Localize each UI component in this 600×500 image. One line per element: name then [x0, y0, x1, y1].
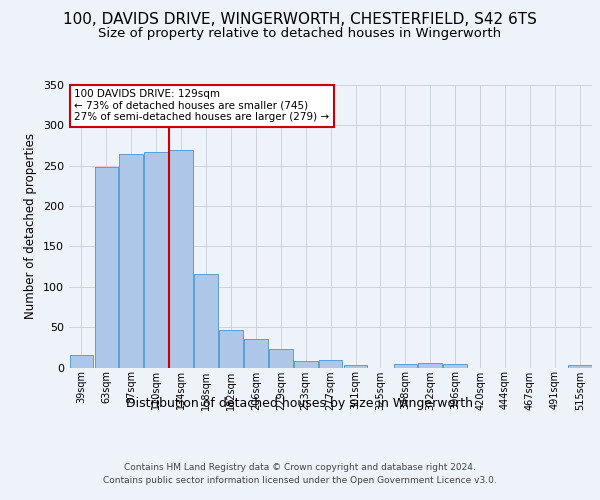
Y-axis label: Number of detached properties: Number of detached properties: [25, 133, 37, 320]
Text: Contains public sector information licensed under the Open Government Licence v3: Contains public sector information licen…: [103, 476, 497, 485]
Bar: [568, 365, 592, 368]
Text: 100, DAVIDS DRIVE, WINGERWORTH, CHESTERFIELD, S42 6TS: 100, DAVIDS DRIVE, WINGERWORTH, CHESTERF…: [63, 12, 537, 28]
Text: Size of property relative to detached houses in Wingerworth: Size of property relative to detached ho…: [98, 28, 502, 40]
Bar: [418, 364, 442, 368]
Bar: [344, 365, 367, 368]
Bar: [244, 339, 268, 368]
Bar: [169, 150, 193, 368]
Bar: [145, 152, 168, 368]
Bar: [194, 274, 218, 368]
Bar: [95, 166, 118, 368]
Text: Contains HM Land Registry data © Crown copyright and database right 2024.: Contains HM Land Registry data © Crown c…: [124, 462, 476, 471]
Bar: [119, 154, 143, 368]
Bar: [70, 354, 93, 368]
Bar: [294, 361, 317, 368]
Bar: [269, 349, 293, 368]
Bar: [319, 360, 343, 368]
Bar: [219, 330, 243, 368]
Text: Distribution of detached houses by size in Wingerworth: Distribution of detached houses by size …: [127, 398, 473, 410]
Bar: [394, 364, 417, 368]
Text: 100 DAVIDS DRIVE: 129sqm
← 73% of detached houses are smaller (745)
27% of semi-: 100 DAVIDS DRIVE: 129sqm ← 73% of detach…: [74, 89, 329, 122]
Bar: [443, 364, 467, 368]
